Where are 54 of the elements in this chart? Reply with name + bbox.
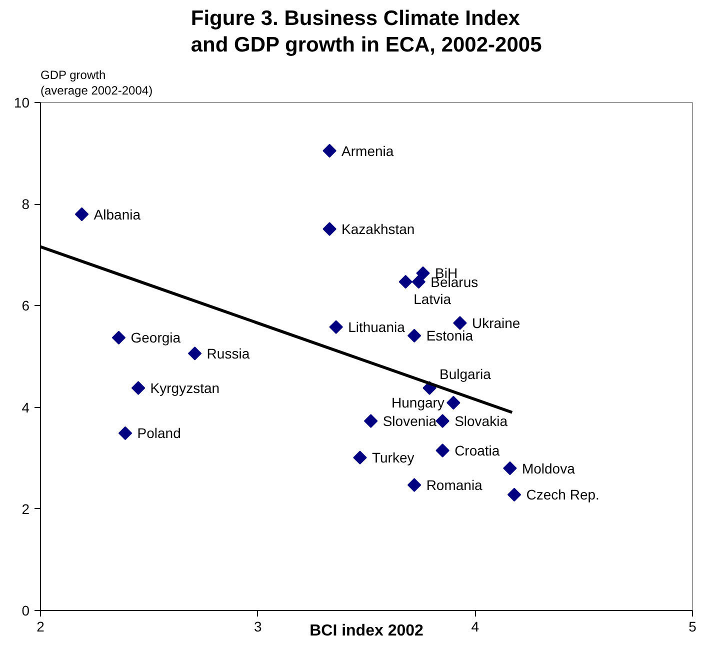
- point: [188, 346, 202, 360]
- annotation: Bulgaria: [440, 366, 492, 382]
- point: [407, 478, 422, 492]
- annotation: Slovenia: [382, 413, 437, 430]
- chart-title: Figure 3. Business Climate Index and GDP growth in ECA, 2002-2005: [190, 7, 542, 56]
- y-tick-label: 2: [22, 500, 30, 517]
- annotation: Georgia: [130, 330, 181, 346]
- point: [412, 274, 426, 289]
- point: [131, 381, 146, 395]
- annotation: Turkey: [372, 450, 414, 466]
- x-tick-label: 3: [254, 618, 262, 634]
- point: [436, 414, 450, 428]
- x-axis-title: BCI index 2002: [310, 622, 424, 640]
- y-tick-label: 0: [22, 602, 30, 618]
- annotation: Albania: [94, 206, 141, 222]
- y-tick-label: 4: [22, 399, 30, 416]
- annotation: Hungary: [392, 394, 444, 411]
- point: [436, 444, 450, 458]
- y-axis-title: GDP growth (average 2002-2004): [40, 68, 153, 98]
- point: [407, 328, 422, 343]
- annotation: Poland: [137, 425, 181, 442]
- annotation: Lithuania: [348, 319, 406, 336]
- point: [364, 414, 378, 428]
- annotation: Croatia: [454, 442, 500, 458]
- point: [74, 207, 89, 222]
- point: [322, 144, 336, 158]
- point: [118, 426, 132, 440]
- annotation: Czech Rep.: [526, 486, 600, 503]
- annotation: Slovakia: [454, 413, 508, 430]
- annotation: Russia: [206, 345, 250, 362]
- x-tick-label: 2: [36, 618, 45, 634]
- point: [322, 222, 336, 236]
- annotation: Kazakhstan: [342, 220, 415, 237]
- point: [453, 316, 467, 330]
- annotation: Romania: [426, 477, 483, 494]
- annotation: Kyrgyzstan: [150, 380, 220, 396]
- y-tick-label: 10: [14, 94, 30, 110]
- y-tick-label: 8: [22, 196, 30, 212]
- y-tick-label: 6: [22, 298, 30, 314]
- annotation: Estonia: [426, 328, 474, 344]
- annotation: Armenia: [342, 142, 394, 159]
- point: [353, 450, 367, 464]
- x-tick-label: 5: [688, 618, 697, 634]
- point: [503, 461, 517, 476]
- point: [112, 330, 126, 345]
- annotation: Ukraine: [472, 314, 520, 331]
- point: [446, 396, 460, 410]
- point: [398, 274, 412, 289]
- annotation: Moldova: [522, 460, 576, 476]
- x-tick-label: 4: [471, 618, 480, 634]
- point: [329, 320, 343, 334]
- point: [416, 266, 430, 280]
- annotation: Latvia: [414, 290, 452, 307]
- point: [507, 488, 522, 502]
